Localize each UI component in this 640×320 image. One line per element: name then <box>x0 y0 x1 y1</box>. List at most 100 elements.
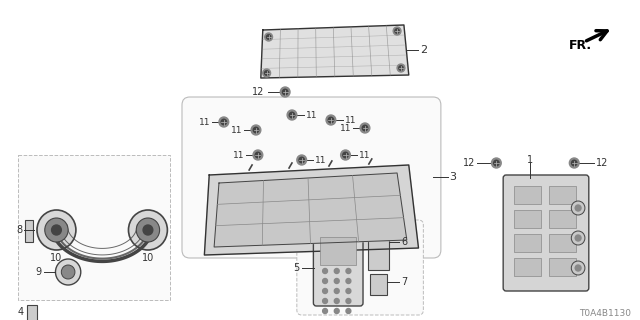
Text: 8: 8 <box>16 225 22 235</box>
Circle shape <box>221 119 227 125</box>
Text: 5: 5 <box>294 263 300 273</box>
Circle shape <box>572 231 585 245</box>
Circle shape <box>253 127 259 133</box>
Circle shape <box>297 155 307 165</box>
Text: FR.: FR. <box>570 38 593 52</box>
Text: 12: 12 <box>252 87 265 97</box>
Bar <box>514 258 541 276</box>
FancyBboxPatch shape <box>182 97 441 258</box>
Text: 11: 11 <box>359 150 371 159</box>
Bar <box>549 234 576 252</box>
Text: 12: 12 <box>596 158 608 168</box>
Circle shape <box>334 308 339 314</box>
Circle shape <box>572 261 585 275</box>
Bar <box>549 258 576 276</box>
Polygon shape <box>261 25 409 78</box>
Circle shape <box>397 64 405 72</box>
Circle shape <box>61 265 75 279</box>
Bar <box>370 274 387 295</box>
Circle shape <box>219 117 228 127</box>
Circle shape <box>289 112 294 118</box>
Circle shape <box>45 218 68 242</box>
Circle shape <box>129 210 168 250</box>
Circle shape <box>299 157 305 163</box>
Circle shape <box>266 35 271 39</box>
Circle shape <box>346 268 351 274</box>
Text: 11: 11 <box>199 117 210 126</box>
Circle shape <box>253 150 263 160</box>
Circle shape <box>346 278 351 284</box>
Circle shape <box>323 308 328 314</box>
Circle shape <box>393 27 401 35</box>
Circle shape <box>328 117 333 123</box>
Circle shape <box>280 87 290 97</box>
Text: 2: 2 <box>420 45 428 55</box>
Bar <box>28 305 37 320</box>
Circle shape <box>323 268 328 274</box>
Text: T0A4B1130: T0A4B1130 <box>579 308 631 317</box>
Bar <box>17 155 170 300</box>
Circle shape <box>493 160 499 166</box>
Text: 11: 11 <box>231 125 243 134</box>
Bar <box>514 186 541 204</box>
Circle shape <box>334 268 339 274</box>
Circle shape <box>575 205 581 211</box>
Bar <box>549 210 576 228</box>
Circle shape <box>136 218 159 242</box>
Circle shape <box>575 265 581 271</box>
Circle shape <box>343 152 348 158</box>
Circle shape <box>265 33 273 41</box>
Text: 11: 11 <box>233 150 244 159</box>
Circle shape <box>334 299 339 303</box>
Circle shape <box>575 235 581 241</box>
Circle shape <box>340 150 350 160</box>
Bar <box>514 234 541 252</box>
Bar <box>26 220 33 242</box>
Bar <box>549 186 576 204</box>
Circle shape <box>395 29 399 33</box>
Circle shape <box>251 125 261 135</box>
Bar <box>514 210 541 228</box>
Text: 7: 7 <box>401 277 407 287</box>
Circle shape <box>52 225 61 235</box>
Circle shape <box>323 289 328 293</box>
Polygon shape <box>204 165 419 255</box>
Circle shape <box>282 89 288 95</box>
Circle shape <box>255 152 260 158</box>
Polygon shape <box>214 173 407 247</box>
Circle shape <box>323 278 328 284</box>
FancyBboxPatch shape <box>503 175 589 291</box>
Circle shape <box>264 71 269 75</box>
FancyBboxPatch shape <box>297 220 424 315</box>
Circle shape <box>572 201 585 215</box>
Text: 6: 6 <box>401 237 407 247</box>
Text: 3: 3 <box>450 172 456 182</box>
Circle shape <box>263 69 271 77</box>
Bar <box>368 237 389 270</box>
Bar <box>320 237 356 265</box>
Text: 9: 9 <box>36 267 42 277</box>
Text: 11: 11 <box>305 110 317 119</box>
Text: 1: 1 <box>527 155 533 165</box>
Text: 11: 11 <box>316 156 327 164</box>
Text: 10: 10 <box>142 253 154 263</box>
Circle shape <box>362 125 367 131</box>
Circle shape <box>346 299 351 303</box>
Circle shape <box>399 66 403 70</box>
Circle shape <box>37 210 76 250</box>
Circle shape <box>334 289 339 293</box>
Circle shape <box>346 289 351 293</box>
Text: 10: 10 <box>51 253 63 263</box>
Circle shape <box>326 115 336 125</box>
FancyBboxPatch shape <box>314 230 363 306</box>
Circle shape <box>360 123 370 133</box>
Circle shape <box>287 110 297 120</box>
Text: 11: 11 <box>344 116 356 124</box>
Text: 12: 12 <box>463 158 475 168</box>
Circle shape <box>143 225 153 235</box>
Circle shape <box>56 259 81 285</box>
Circle shape <box>334 278 339 284</box>
Circle shape <box>323 299 328 303</box>
Circle shape <box>346 308 351 314</box>
Text: 4: 4 <box>17 307 23 317</box>
